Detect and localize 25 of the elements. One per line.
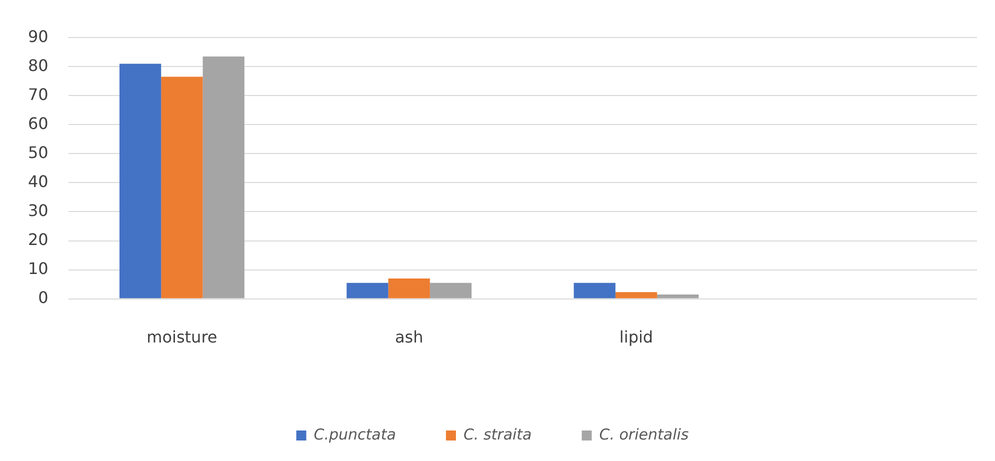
legend-label: C. orientalis [599,425,689,444]
y-tick-label: 90 [28,26,48,46]
bar [388,278,430,298]
y-tick-label: 50 [28,142,48,162]
x-tick-label: ash [394,328,424,347]
bar [202,56,244,298]
legend-label: C. straita [463,425,532,444]
y-tick-label: 0 [38,288,48,307]
y-tick-label: 70 [28,84,48,104]
bar [346,282,388,298]
bar [574,282,616,298]
bar [615,292,658,298]
bar [161,76,203,298]
x-tick-label: moisture [146,328,218,347]
bar [119,64,162,298]
y-tick-label: 40 [28,172,48,191]
y-tick-label: 30 [28,200,48,220]
legend-label: C.punctata [314,425,396,444]
x-tick-label: lipid [619,328,654,347]
y-tick-label: 80 [28,56,48,75]
bar [657,294,699,298]
y-tick-label: 60 [28,114,48,133]
y-tick-label: 20 [28,230,48,249]
bar [430,282,472,298]
y-tick-label: 10 [28,258,48,278]
